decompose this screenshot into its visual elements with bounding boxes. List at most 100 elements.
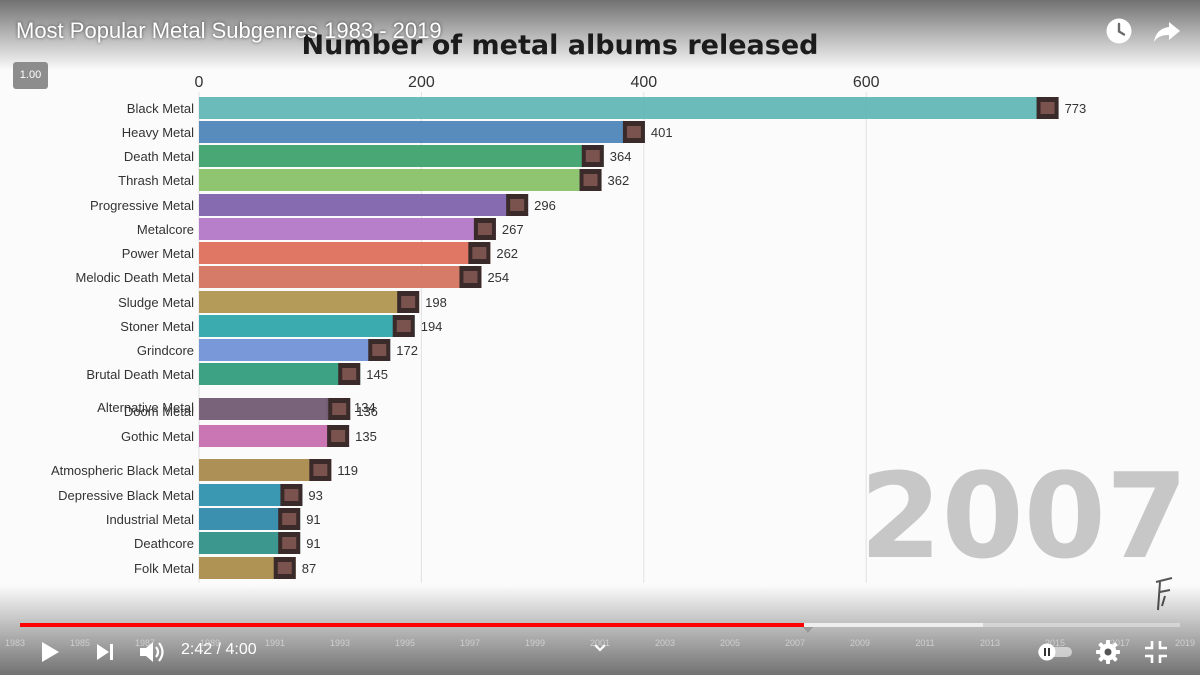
value-label: 296 (534, 198, 556, 213)
autoplay-toggle-icon[interactable] (1036, 642, 1076, 662)
category-label: Doom Metal (124, 404, 194, 419)
category-label: Gothic Metal (121, 429, 194, 444)
category-label: Heavy Metal (122, 125, 194, 140)
value-label: 364 (610, 149, 632, 164)
time-current: 2:42 (181, 641, 213, 658)
bar (199, 557, 296, 579)
album-thumbnail-art (477, 223, 492, 235)
next-icon[interactable] (94, 641, 116, 663)
album-thumbnail-art (583, 174, 598, 186)
value-label: 93 (308, 488, 322, 503)
album-thumbnail-art (585, 150, 600, 162)
category-label: Atmospheric Black Metal (51, 463, 194, 478)
value-label: 119 (337, 463, 358, 478)
album-thumbnail-art (472, 247, 487, 259)
bar (199, 266, 482, 288)
value-label: 91 (306, 536, 320, 551)
value-label: 145 (366, 367, 388, 382)
value-label: 262 (496, 246, 518, 261)
value-label: 136 (356, 404, 378, 419)
album-thumbnail-art (313, 464, 328, 476)
album-thumbnail-art (396, 320, 411, 332)
volume-icon[interactable] (138, 639, 166, 665)
category-label: Death Metal (124, 149, 194, 164)
bar (199, 121, 645, 143)
album-thumbnail-art (342, 368, 357, 380)
bar (199, 459, 332, 481)
album-thumbnail-art (510, 199, 525, 211)
category-label: Folk Metal (134, 561, 194, 576)
album-thumbnail-art (372, 344, 387, 356)
value-label: 198 (425, 295, 447, 310)
year-watermark: 2007 (860, 447, 1188, 585)
play-icon[interactable] (38, 640, 62, 664)
bar (199, 218, 496, 240)
category-label: Thrash Metal (118, 173, 194, 188)
progress-played (20, 623, 805, 627)
time-separator: / (212, 641, 226, 658)
category-label: Brutal Death Metal (86, 367, 194, 382)
scrubber-marker[interactable] (803, 627, 813, 633)
clock-icon[interactable] (1104, 16, 1134, 46)
bar (199, 291, 420, 313)
x-tick-label: 200 (408, 74, 435, 91)
category-label: Industrial Metal (106, 512, 194, 527)
album-thumbnail-art (282, 513, 297, 525)
category-label: Depressive Black Metal (58, 488, 194, 503)
share-icon[interactable] (1152, 16, 1182, 46)
bar (199, 169, 602, 191)
category-label: Black Metal (127, 101, 194, 116)
bar (199, 425, 350, 447)
album-thumbnail-art (401, 296, 416, 308)
bar (199, 145, 604, 167)
value-label: 172 (396, 343, 418, 358)
album-thumbnail-art (331, 430, 346, 442)
bar (199, 242, 491, 264)
chevron-down-icon[interactable] (592, 640, 608, 656)
bar (199, 363, 361, 385)
album-thumbnail-art (463, 271, 478, 283)
album-thumbnail-art (284, 489, 299, 501)
bar (199, 315, 415, 337)
value-label: 87 (302, 561, 316, 576)
category-label: Progressive Metal (90, 198, 194, 213)
bar (199, 508, 301, 530)
bar (199, 398, 351, 420)
playback-speed-badge: 1.00 (13, 62, 48, 89)
bar (199, 484, 303, 506)
value-label: 773 (1065, 101, 1087, 116)
bar (199, 532, 301, 554)
x-tick-label: 400 (630, 74, 657, 91)
time-display: 2:42 / 4:00 (181, 641, 257, 659)
gear-icon[interactable] (1095, 639, 1121, 665)
album-thumbnail-art (1040, 102, 1055, 114)
x-tick-label: 0 (195, 74, 204, 91)
bar (199, 97, 1059, 119)
album-thumbnail-art (282, 537, 297, 549)
album-thumbnail-art (332, 403, 347, 415)
value-label: 194 (421, 319, 443, 334)
progress-bar[interactable] (20, 623, 1180, 627)
category-label: Melodic Death Metal (76, 270, 195, 285)
bar (199, 339, 391, 361)
category-label: Metalcore (137, 222, 194, 237)
category-label: Alternative Metal (97, 400, 194, 415)
category-label: Power Metal (122, 246, 194, 261)
album-thumbnail-art (626, 126, 641, 138)
value-label: 134 (354, 400, 376, 415)
time-total: 4:00 (225, 641, 257, 658)
value-label: 267 (502, 222, 524, 237)
video-title[interactable]: Most Popular Metal Subgenres 1983 - 2019 (16, 18, 442, 43)
category-label: Deathcore (134, 536, 194, 551)
x-tick-label: 600 (853, 74, 880, 91)
category-label: Stoner Metal (120, 319, 194, 334)
value-label: 91 (306, 512, 320, 527)
value-label: 401 (651, 125, 673, 140)
category-label: Sludge Metal (118, 295, 194, 310)
bar (199, 194, 529, 216)
value-label: 254 (487, 270, 509, 285)
exit-fullscreen-icon[interactable] (1143, 639, 1169, 665)
value-label: 135 (355, 429, 377, 444)
